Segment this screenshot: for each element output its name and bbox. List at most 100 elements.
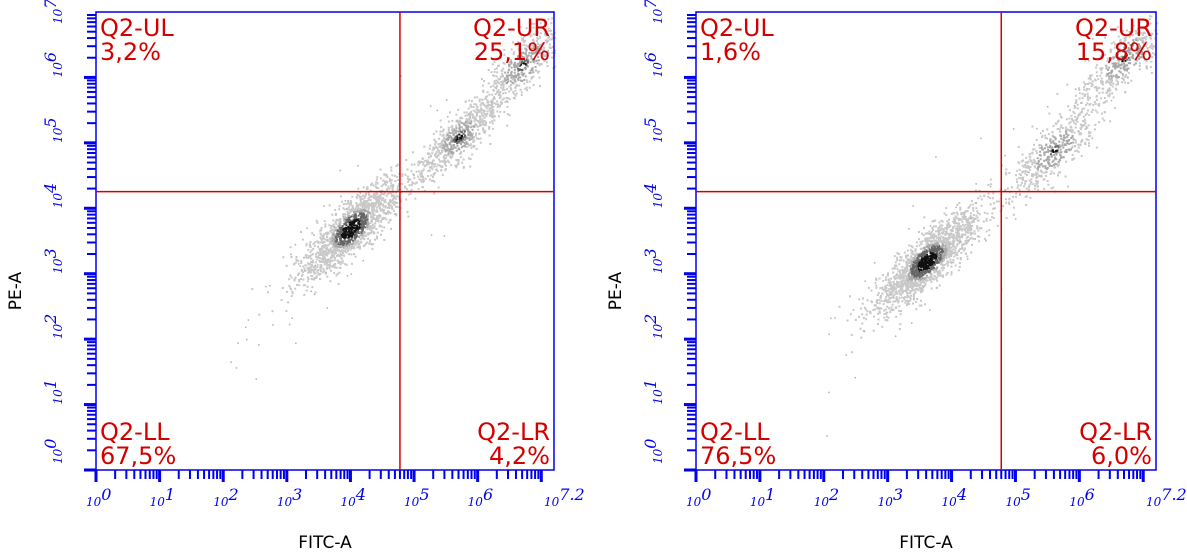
event-dot bbox=[315, 258, 318, 261]
event-dot bbox=[394, 202, 397, 204]
event-dot bbox=[349, 228, 352, 231]
event-dot bbox=[924, 253, 927, 256]
event-dot bbox=[294, 276, 297, 279]
event-dot bbox=[349, 235, 352, 238]
event-dot bbox=[493, 97, 496, 100]
event-dot bbox=[306, 266, 309, 269]
event-dot bbox=[320, 239, 323, 242]
event-dot bbox=[929, 267, 932, 270]
x-tick-label-base: 10 bbox=[213, 495, 229, 509]
event-dot bbox=[381, 218, 384, 221]
event-dot bbox=[366, 204, 369, 207]
event-dot bbox=[933, 248, 936, 251]
x-tick-label-exp: 3 bbox=[292, 485, 302, 504]
event-dot bbox=[329, 241, 332, 244]
event-dot bbox=[1068, 142, 1071, 145]
event-dot bbox=[987, 192, 990, 195]
event-dot bbox=[511, 81, 514, 84]
event-dot bbox=[1055, 158, 1058, 161]
event-dot bbox=[482, 89, 485, 92]
event-dot bbox=[926, 232, 928, 235]
event-dot bbox=[441, 130, 444, 133]
event-dot bbox=[342, 217, 345, 220]
event-dot bbox=[1037, 161, 1040, 164]
event-dot bbox=[918, 262, 921, 265]
event-dot bbox=[340, 228, 343, 231]
event-dot bbox=[1044, 167, 1047, 170]
event-dot bbox=[900, 282, 903, 285]
event-dot bbox=[969, 204, 972, 207]
event-dot bbox=[1025, 166, 1028, 169]
event-dot bbox=[526, 60, 529, 63]
event-dot bbox=[316, 240, 319, 243]
event-dot bbox=[912, 264, 915, 266]
event-dot bbox=[1035, 180, 1038, 182]
event-dot bbox=[506, 75, 508, 78]
event-dot bbox=[1076, 120, 1079, 123]
event-dot bbox=[923, 281, 925, 284]
event-dot bbox=[468, 118, 471, 121]
event-dot bbox=[931, 252, 934, 255]
event-dot bbox=[1086, 112, 1089, 115]
event-dot bbox=[985, 217, 988, 220]
event-dot bbox=[936, 260, 939, 263]
event-dot bbox=[396, 176, 399, 179]
event-dot bbox=[339, 252, 342, 255]
event-dot bbox=[1041, 171, 1044, 174]
event-dot bbox=[1151, 52, 1154, 55]
event-dot bbox=[328, 267, 331, 270]
event-dot bbox=[486, 99, 489, 102]
event-dot bbox=[1072, 138, 1075, 141]
event-dot bbox=[316, 266, 319, 268]
event-dot bbox=[950, 261, 953, 264]
event-dot bbox=[350, 202, 352, 205]
event-dot bbox=[343, 234, 346, 237]
event-dot bbox=[1067, 134, 1070, 137]
event-dot bbox=[343, 254, 345, 257]
event-dot bbox=[505, 99, 508, 102]
event-dot bbox=[907, 272, 910, 275]
event-dot bbox=[329, 261, 332, 264]
event-dot bbox=[368, 241, 371, 244]
event-dot bbox=[385, 212, 388, 214]
event-dot bbox=[378, 214, 381, 216]
event-dot bbox=[919, 247, 922, 250]
event-dot bbox=[515, 92, 518, 95]
event-dot bbox=[463, 136, 466, 138]
event-dot bbox=[463, 123, 465, 126]
event-dot bbox=[344, 230, 347, 233]
event-dot bbox=[889, 311, 892, 314]
event-dot bbox=[909, 285, 912, 288]
event-dot bbox=[1059, 154, 1062, 157]
event-dot bbox=[1033, 161, 1036, 164]
event-dot bbox=[321, 271, 324, 274]
event-dot bbox=[492, 98, 495, 101]
event-dot bbox=[1058, 159, 1061, 162]
event-dot bbox=[377, 215, 380, 217]
event-dot bbox=[962, 249, 965, 252]
event-dot bbox=[306, 285, 309, 288]
event-dot bbox=[1047, 150, 1050, 153]
event-dot bbox=[1021, 170, 1024, 173]
event-dot bbox=[362, 206, 365, 209]
event-dot bbox=[928, 258, 931, 261]
event-dot bbox=[937, 246, 940, 249]
event-dot bbox=[958, 242, 961, 245]
event-dot bbox=[465, 111, 468, 114]
event-dot bbox=[926, 266, 929, 269]
event-dot bbox=[551, 56, 554, 59]
event-dot bbox=[446, 143, 449, 146]
event-dot bbox=[395, 197, 397, 200]
event-dot bbox=[334, 235, 337, 238]
event-dot bbox=[505, 79, 507, 82]
event-dot bbox=[363, 225, 365, 228]
event-dot bbox=[933, 220, 935, 222]
event-dot bbox=[916, 298, 919, 300]
event-dot bbox=[1071, 145, 1074, 148]
event-dot bbox=[970, 221, 973, 224]
event-dot bbox=[298, 280, 301, 283]
event-dot bbox=[985, 219, 988, 222]
event-dot bbox=[447, 126, 450, 129]
event-dot bbox=[417, 170, 420, 173]
event-dot bbox=[954, 247, 957, 249]
